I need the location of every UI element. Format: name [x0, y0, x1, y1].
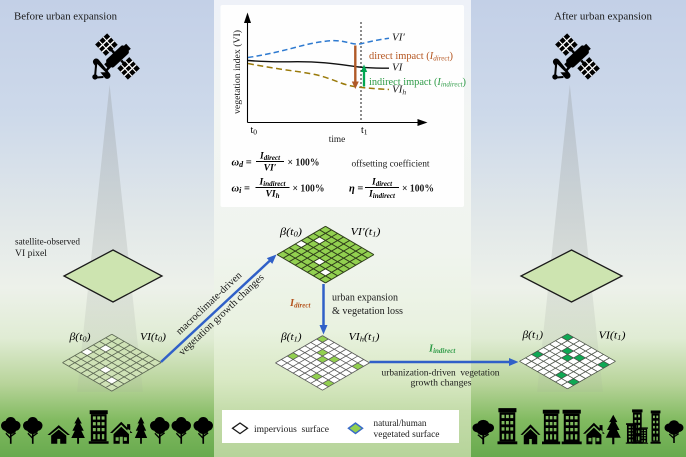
svg-text:time: time — [329, 135, 346, 145]
svg-text:Idirect: Idirect — [259, 151, 281, 163]
svg-text:β(t0): β(t0) — [279, 227, 303, 239]
svg-text:satellite-observed: satellite-observed — [15, 238, 80, 248]
svg-text:VIh: VIh — [392, 84, 406, 97]
svg-text:t1: t1 — [361, 125, 368, 137]
svg-text:ωi =: ωi = — [232, 184, 250, 196]
svg-text:offsetting coefficient: offsetting coefficient — [352, 159, 430, 170]
svg-text:Iindirect: Iindirect — [428, 344, 456, 356]
svg-text:Before urban expansion: Before urban expansion — [14, 11, 118, 23]
svg-text:urban expansion: urban expansion — [332, 293, 398, 304]
svg-text:& vegetation loss: & vegetation loss — [332, 306, 403, 317]
svg-text:indirect impact (Iindirect): indirect impact (Iindirect) — [369, 77, 466, 89]
svg-text:Idirect: Idirect — [289, 298, 311, 310]
svg-text:natural/human: natural/human — [374, 419, 427, 429]
svg-text:t0: t0 — [251, 125, 258, 137]
svg-text:× 100%: × 100% — [288, 158, 320, 169]
svg-text:Iindirect: Iindirect — [259, 177, 287, 189]
svg-text:After urban expansion: After urban expansion — [554, 11, 653, 23]
svg-text:VI′: VI′ — [392, 32, 405, 44]
svg-text:ωd =: ωd = — [232, 158, 252, 170]
svg-text:× 100%: × 100% — [293, 184, 325, 195]
svg-text:direct impact (Idirect): direct impact (Idirect) — [369, 51, 453, 63]
svg-text:urbanization-driven vegetatio: urbanization-driven vegetation — [382, 369, 500, 379]
svg-text:vegetation index (VI): vegetation index (VI) — [232, 30, 243, 114]
svg-text:VI′: VI′ — [264, 163, 277, 174]
svg-text:Idirect: Idirect — [371, 177, 393, 189]
svg-text:β(t0): β(t0) — [68, 332, 91, 344]
svg-text:× 100%: × 100% — [402, 184, 434, 195]
svg-text:vegetated surface: vegetated surface — [374, 429, 440, 440]
svg-text:VI pixel: VI pixel — [15, 248, 47, 259]
svg-text:VIh: VIh — [265, 189, 279, 201]
svg-text:growth changes: growth changes — [411, 378, 472, 389]
svg-text:VI(t1): VI(t 1) — [599, 331, 627, 343]
svg-text:Iindirect: Iindirect — [368, 189, 396, 201]
svg-text:β(t1): β(t1) — [280, 332, 302, 344]
svg-text:impervious surface: impervious surface — [254, 424, 329, 435]
svg-text:VI(t0): VI(t 0) — [140, 332, 167, 344]
svg-text:β(t1): β(t1) — [521, 330, 543, 342]
svg-text:VIh(t1): VIh(t1) — [349, 332, 381, 344]
svg-text:VI′(t1): VI′(t 1) — [351, 227, 382, 239]
svg-text:η =: η = — [349, 184, 363, 195]
svg-text:VI: VI — [392, 62, 404, 74]
